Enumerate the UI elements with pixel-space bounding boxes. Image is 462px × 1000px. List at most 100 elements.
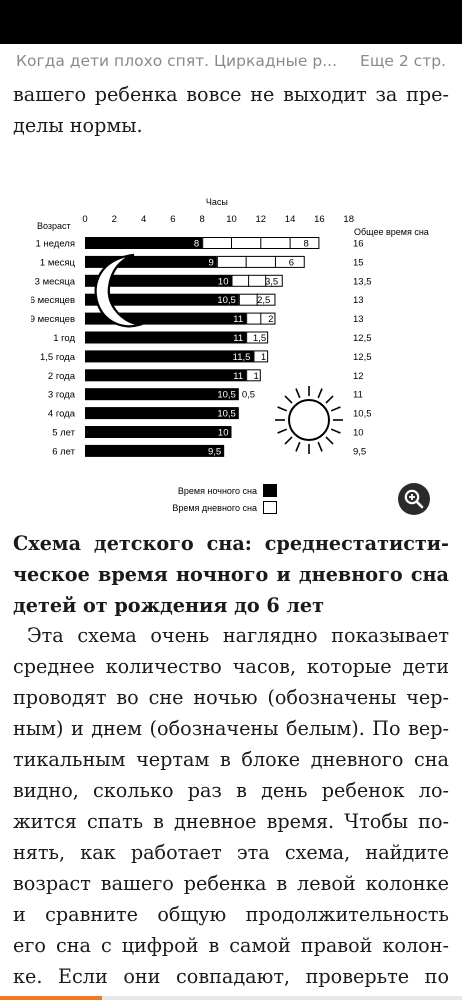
night-sleep-value: 10: [218, 428, 229, 439]
total-sleep-value: 12,5: [353, 352, 372, 363]
text-line: видно, сколько раз в день ребенок ло-: [13, 779, 449, 802]
night-sleep-value: 10: [218, 276, 229, 287]
category-label: 1 год: [53, 333, 75, 344]
night-sleep-bar: [85, 274, 232, 287]
x-tick-label: 18: [343, 214, 354, 225]
sun-icon: [288, 399, 330, 441]
sun-ray: [284, 395, 293, 404]
sun-ray: [295, 441, 301, 452]
night-sleep-value: 10,5: [217, 390, 236, 401]
total-sleep-value: 9,5: [353, 446, 366, 457]
legend-night-label: Время ночного сна: [178, 486, 257, 496]
category-label: 2 года: [48, 371, 76, 382]
sun-ray: [317, 441, 323, 452]
night-sleep-value: 10,5: [217, 295, 236, 306]
sun-ray: [325, 436, 334, 445]
night-sleep-bar: [85, 426, 232, 438]
night-sleep-value: 10,5: [217, 409, 236, 420]
reading-progress-fill: [0, 996, 102, 1000]
night-sleep-value: 9,5: [208, 446, 221, 457]
category-label: 6 месяцев: [31, 295, 75, 306]
night-sleep-bar: [85, 444, 225, 457]
category-label: 1,5 года: [40, 352, 76, 363]
night-sleep-value: 8: [194, 239, 199, 250]
figure-caption: Схема детского сна: среднестатисти- ческ…: [13, 528, 449, 621]
day-sleep-bar: [246, 369, 261, 382]
category-label: 5 лет: [52, 428, 75, 439]
night-sleep-bar: [85, 350, 254, 363]
day-sleep-bar: [246, 331, 269, 344]
total-sleep-value: 12,5: [353, 333, 372, 344]
sun-ray: [330, 406, 341, 412]
sun-ray: [325, 395, 334, 404]
category-label: 4 года: [48, 409, 76, 420]
sun-ray: [277, 406, 288, 412]
paragraph-body: Эта схема очень наглядно показывает сред…: [13, 620, 449, 992]
night-sleep-value: 11,5: [233, 352, 251, 363]
x-tick-label: 0: [82, 214, 87, 225]
total-sleep-value: 13: [353, 295, 364, 306]
x-tick-label: 2: [112, 214, 117, 225]
night-sleep-bar: [85, 293, 239, 306]
caption-line: ческое время ночного и дневного сна у: [13, 563, 449, 586]
night-sleep-value: 11: [233, 333, 243, 344]
sun-ray: [317, 388, 323, 399]
day-sleep-value: 2,5: [257, 295, 270, 306]
total-column-label: Общее время сна: [354, 227, 429, 237]
chapter-title[interactable]: Когда дети плохо спят. Циркадные р...: [16, 52, 338, 70]
legend-night-swatch: [263, 484, 277, 497]
night-sleep-value: 11: [233, 314, 243, 325]
category-label: 6 лет: [52, 446, 75, 457]
zoom-image-button[interactable]: [398, 483, 430, 515]
text-line: вашего ребенка вовсе не выходит за пре-: [13, 83, 449, 106]
reading-progress-bar: [0, 996, 462, 1000]
total-sleep-value: 10,5: [353, 409, 372, 420]
day-sleep-bar: [231, 274, 283, 287]
status-bar: [0, 0, 462, 44]
text-line: ным) и днем (обозначены белым). По вер-: [13, 717, 449, 740]
text-line: среднее количество часов, которые дети: [13, 655, 449, 678]
text-line: тикальным чертам в блоке дневного сна: [13, 748, 449, 771]
chart-title: Часы: [206, 197, 228, 207]
category-label: 3 месяца: [35, 276, 76, 287]
night-sleep-bar: [85, 369, 247, 382]
total-sleep-value: 11: [353, 390, 363, 401]
day-sleep-value: 3,5: [265, 276, 278, 287]
day-sleep-value: 2: [268, 314, 273, 325]
caption-line: Схема детского сна: среднестатисти-: [13, 532, 449, 555]
day-sleep-value: 1: [254, 371, 259, 382]
paragraph-top: вашего ребенка вовсе не выходит за пре- …: [13, 79, 449, 141]
moon-icon: [94, 253, 144, 328]
sun-ray: [284, 436, 293, 445]
night-sleep-value: 11: [233, 371, 243, 382]
total-sleep-value: 13: [353, 314, 364, 325]
text-line: проводят во сне ночью (обозначены чер-: [13, 686, 449, 709]
total-sleep-value: 16: [353, 239, 364, 250]
category-label: 1 месяц: [40, 257, 76, 268]
y-axis-label: Возраст: [37, 221, 71, 231]
sun-ray: [295, 388, 301, 399]
night-sleep-bar: [85, 388, 239, 401]
total-sleep-value: 15: [353, 257, 364, 268]
x-tick-label: 6: [170, 214, 175, 225]
day-sleep-bar: [216, 255, 305, 268]
day-sleep-value: 8: [303, 239, 308, 250]
reader-header[interactable]: Когда дети плохо спят. Циркадные р... Ещ…: [0, 44, 462, 78]
night-sleep-bar: [85, 331, 247, 344]
day-sleep-value: 1: [261, 352, 266, 363]
x-tick-label: 8: [200, 214, 205, 225]
legend-day-label: Время дневного сна: [172, 503, 257, 513]
pages-left: Еще 2 стр.: [360, 52, 446, 70]
x-tick-label: 12: [256, 214, 267, 225]
text-line: возраст вашего ребенка в левой колонке: [13, 872, 449, 895]
category-label: 1 неделя: [36, 239, 75, 250]
sleep-chart-figure: Часы Возраст Общее время сна 0 2 4 6 8 10 12 14 16 1…: [31, 196, 431, 520]
x-tick-label: 10: [226, 214, 237, 225]
x-tick-label: 14: [285, 214, 296, 225]
text-line: делы нормы.: [13, 114, 143, 137]
text-line: жится спать в дневное время. Чтобы по-: [13, 810, 449, 833]
day-sleep-value: 1,5: [253, 333, 266, 344]
text-line: его сна с цифрой в самой правой колон-: [13, 934, 449, 957]
night-sleep-bar: [85, 407, 239, 420]
